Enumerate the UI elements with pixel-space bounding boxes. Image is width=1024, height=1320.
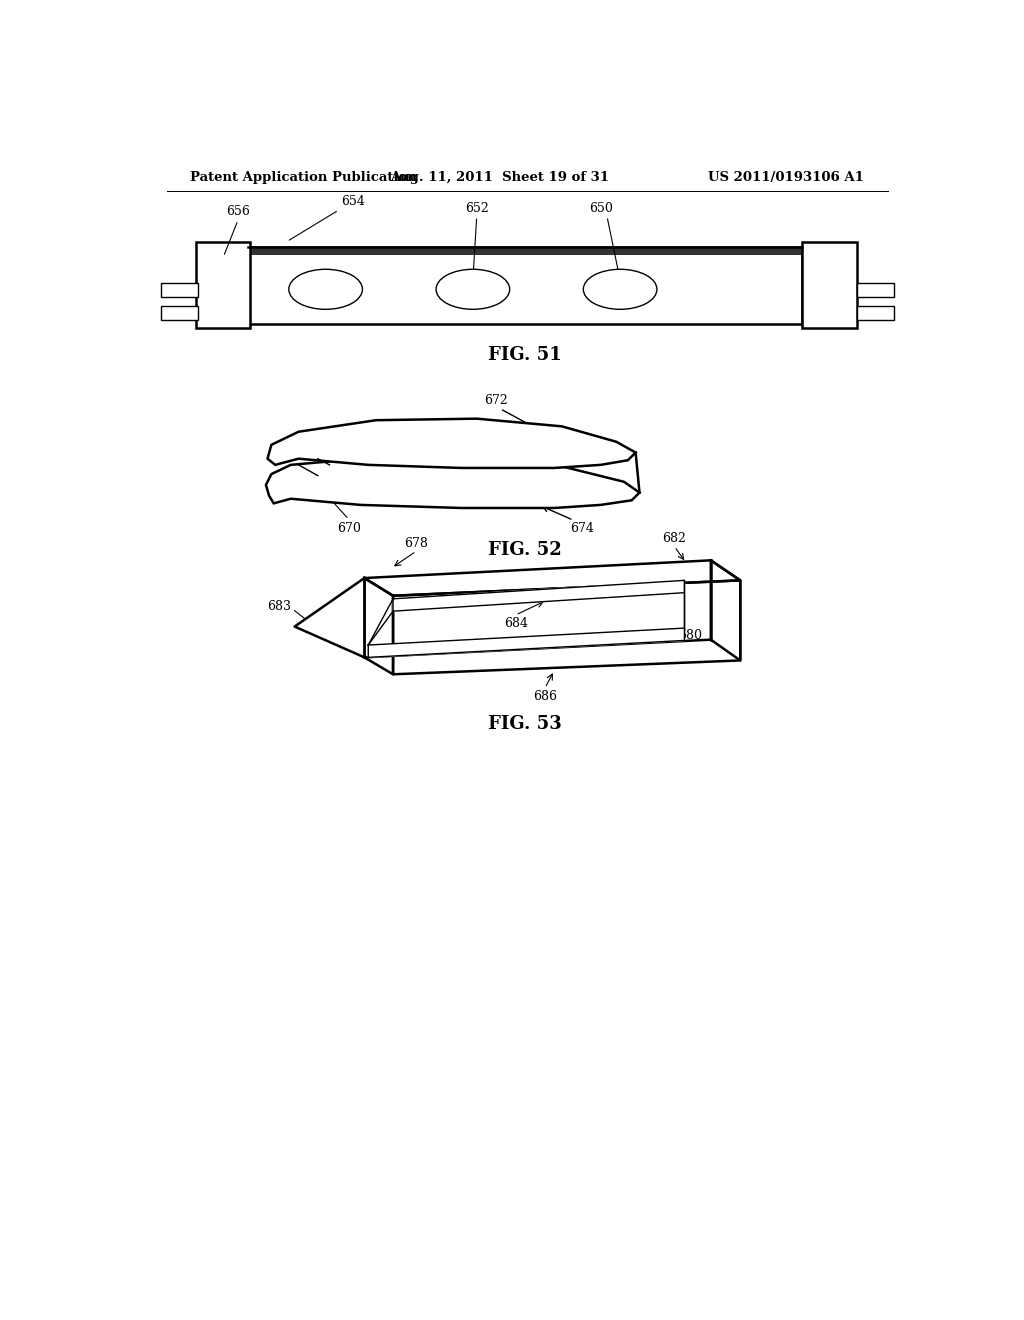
Text: Patent Application Publication: Patent Application Publication xyxy=(190,172,417,185)
Text: 656: 656 xyxy=(226,206,250,219)
Text: US 2011/0193106 A1: US 2011/0193106 A1 xyxy=(709,172,864,185)
Text: 683: 683 xyxy=(266,601,291,612)
Text: 670: 670 xyxy=(337,521,360,535)
Ellipse shape xyxy=(436,269,510,309)
Text: 654: 654 xyxy=(341,195,365,209)
Text: 674: 674 xyxy=(569,521,594,535)
Polygon shape xyxy=(393,581,740,675)
Bar xyxy=(161,306,198,321)
Polygon shape xyxy=(267,418,636,469)
Bar xyxy=(248,247,802,323)
Text: 684: 684 xyxy=(504,616,528,630)
Bar xyxy=(161,284,198,297)
Bar xyxy=(248,247,802,255)
Text: 682: 682 xyxy=(663,532,686,545)
Polygon shape xyxy=(393,581,684,611)
Text: FIG. 52: FIG. 52 xyxy=(487,541,562,558)
Polygon shape xyxy=(369,628,684,657)
Polygon shape xyxy=(295,578,365,657)
Text: 672: 672 xyxy=(484,395,508,407)
Polygon shape xyxy=(266,459,640,508)
Text: 650: 650 xyxy=(589,202,612,215)
Polygon shape xyxy=(365,561,740,595)
Polygon shape xyxy=(711,561,740,660)
Text: FIG. 51: FIG. 51 xyxy=(487,346,562,364)
Text: 678: 678 xyxy=(404,536,428,549)
Text: FIG. 53: FIG. 53 xyxy=(487,715,562,734)
Text: 652: 652 xyxy=(465,202,488,215)
Bar xyxy=(802,242,856,327)
Ellipse shape xyxy=(289,269,362,309)
Polygon shape xyxy=(365,578,393,675)
Ellipse shape xyxy=(584,269,657,309)
Text: Aug. 11, 2011  Sheet 19 of 31: Aug. 11, 2011 Sheet 19 of 31 xyxy=(390,172,609,185)
Text: 680: 680 xyxy=(678,630,702,643)
Bar xyxy=(856,284,894,297)
Bar xyxy=(856,306,894,321)
Text: 686: 686 xyxy=(532,689,557,702)
Bar xyxy=(197,242,251,327)
